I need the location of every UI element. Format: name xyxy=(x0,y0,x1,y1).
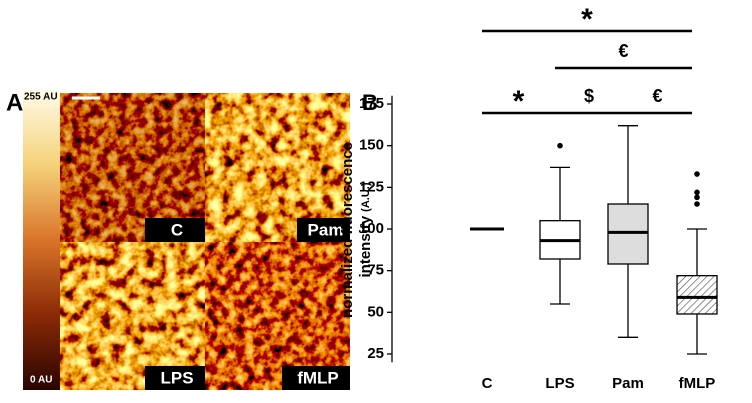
y-tick-label: 50 xyxy=(367,303,384,320)
panel-letter: B xyxy=(362,90,378,115)
outlier xyxy=(694,201,700,207)
image-label: Pam xyxy=(308,220,344,239)
outlier xyxy=(694,189,700,196)
y-label: intensity (A.U.) xyxy=(357,182,374,277)
y-tick-label: 100 xyxy=(359,220,384,237)
x-tick-label: C xyxy=(482,375,493,392)
x-tick-label: LPS xyxy=(545,375,574,392)
colorbar xyxy=(23,90,60,390)
y-tick-label: 25 xyxy=(367,345,384,362)
image-label-box xyxy=(145,366,205,390)
significance-label: * xyxy=(581,3,593,36)
image-label: fMLP xyxy=(297,368,339,387)
significance-label: * xyxy=(513,85,525,118)
y-tick-label: 175 xyxy=(359,95,384,112)
y-unit: (A.U.) xyxy=(360,182,372,212)
box xyxy=(676,275,718,315)
panel-a: A 255 AU 0 AU C Pam LPS fMLP xyxy=(6,89,350,390)
panel-letter: A xyxy=(6,89,23,116)
image-labels: C Pam LPS fMLP xyxy=(145,218,350,390)
micrograph-texture xyxy=(60,93,205,242)
box xyxy=(607,203,649,265)
y-tick-label: 75 xyxy=(367,262,384,279)
significance-label: € xyxy=(652,86,662,106)
y-tick-label: 125 xyxy=(359,178,384,195)
image-label-box xyxy=(297,218,350,242)
y-axis-label: normalized fluorescence intensity (A.U.) xyxy=(339,142,374,318)
colorbar-min: 0 AU xyxy=(30,375,52,386)
y-label: normalized fluorescence xyxy=(339,142,356,318)
micrograph xyxy=(205,93,350,242)
outlier xyxy=(694,194,700,201)
y-label-2: intensity xyxy=(357,215,374,277)
significance-label: € xyxy=(618,41,628,61)
x-tick-label: Pam xyxy=(612,375,644,392)
micrograph xyxy=(60,242,205,390)
micrograph xyxy=(205,242,350,390)
x-tick-label: fMLP xyxy=(679,375,716,392)
y-tick-label: 150 xyxy=(359,137,384,154)
image-label-box xyxy=(282,366,350,390)
image-label: LPS xyxy=(160,368,193,387)
outlier xyxy=(557,142,563,149)
panel-b: B 25 50 75 100 125 150 175 normalized fluorescen… xyxy=(339,3,718,392)
significance-label: $ xyxy=(584,86,594,106)
image-label-box xyxy=(145,218,205,242)
colorbar-max: 255 AU xyxy=(24,92,58,103)
image-label: C xyxy=(171,220,183,239)
outlier xyxy=(694,171,700,177)
